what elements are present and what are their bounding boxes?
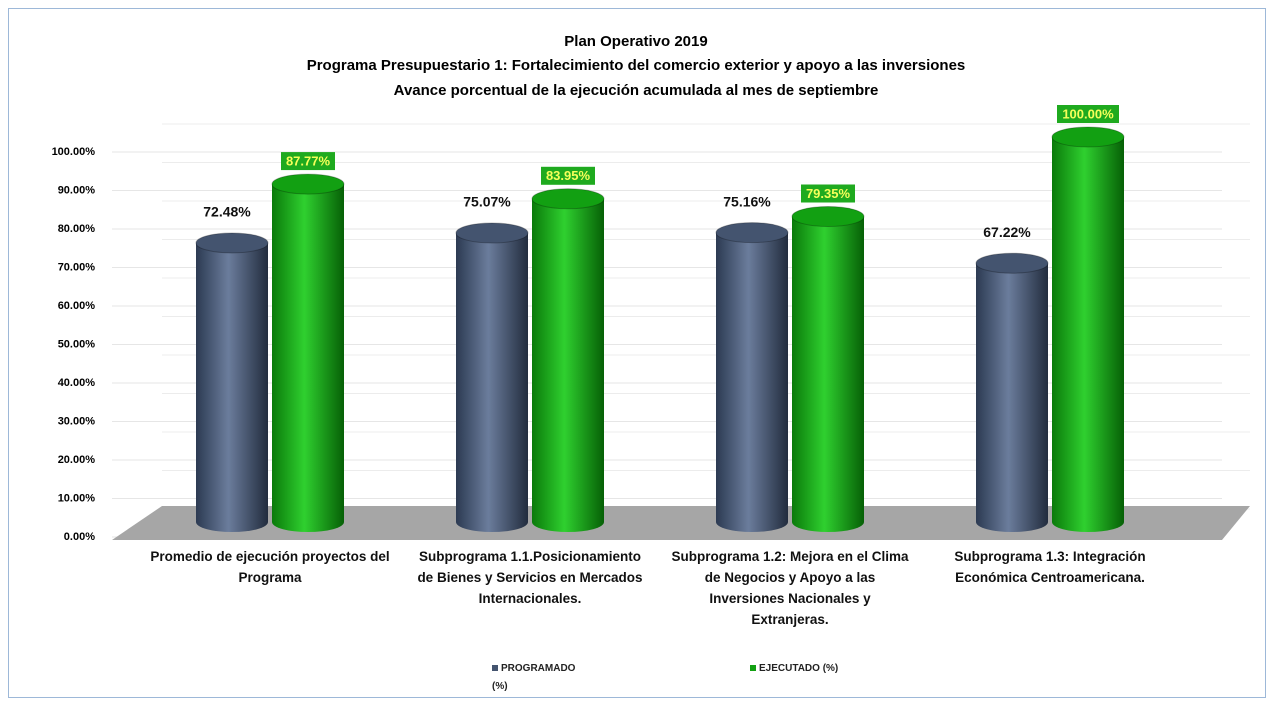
bar xyxy=(272,184,344,532)
legend-item: PROGRAMADO (%) xyxy=(492,660,582,696)
bar-top xyxy=(1051,126,1125,148)
x-tick-label: Subprograma 1.1.Posicionamiento de Biene… xyxy=(417,549,643,606)
value-label: 75.07% xyxy=(463,194,511,210)
bar-top xyxy=(271,173,345,195)
value-label-bg xyxy=(281,152,335,171)
y-tick-label: 80.00% xyxy=(58,223,96,235)
legend-item: EJECUTADO (%) xyxy=(750,660,840,678)
floor xyxy=(112,506,1250,540)
bar-top xyxy=(975,252,1049,274)
bar xyxy=(532,198,604,533)
legend-swatch xyxy=(750,665,756,671)
value-label-bg xyxy=(801,184,855,203)
y-tick-label: 0.00% xyxy=(64,531,95,543)
legend-swatch xyxy=(492,665,498,671)
x-tick-label: Promedio de ejecución proyectos del Prog… xyxy=(150,549,390,585)
bar-top xyxy=(791,206,865,228)
y-tick-label: 100.00% xyxy=(52,146,96,158)
y-tick-label: 30.00% xyxy=(58,415,96,427)
value-label: 75.16% xyxy=(723,193,771,209)
y-tick-label: 40.00% xyxy=(58,377,96,389)
value-label: 100.00% xyxy=(1062,106,1114,121)
value-label-bg xyxy=(1057,105,1119,123)
x-tick-label: Subprograma 1.3: Integración Económica C… xyxy=(954,549,1146,585)
bar xyxy=(976,263,1048,532)
x-tick-label: Subprograma 1.2: Mejora en el Clima de N… xyxy=(671,549,909,627)
frame xyxy=(8,8,1266,698)
legend-label: EJECUTADO (%) xyxy=(759,663,839,674)
value-label-bg xyxy=(541,166,595,185)
y-tick-label: 70.00% xyxy=(58,261,96,273)
bar xyxy=(716,232,788,532)
bar-top xyxy=(715,222,789,244)
legend-label: PROGRAMADO (%) xyxy=(492,663,576,692)
value-label: 72.48% xyxy=(203,204,251,220)
bar-top xyxy=(195,232,269,254)
value-label: 83.95% xyxy=(546,168,591,183)
chart-subtitle: Programa Presupuestario 1: Fortalecimien… xyxy=(307,57,966,74)
value-label: 87.77% xyxy=(286,154,331,169)
y-tick-label: 90.00% xyxy=(58,184,96,196)
value-label: 79.35% xyxy=(806,186,851,201)
y-tick-label: 50.00% xyxy=(58,338,96,350)
chart-title: Plan Operativo 2019 xyxy=(564,33,707,50)
bar xyxy=(196,242,268,532)
chart-subtitle: Avance porcentual de la ejecución acumul… xyxy=(394,82,879,99)
bar-top xyxy=(531,188,605,210)
bar xyxy=(792,216,864,532)
value-label: 67.22% xyxy=(983,224,1031,240)
y-tick-label: 20.00% xyxy=(58,454,96,466)
bar xyxy=(1052,137,1124,532)
y-tick-label: 60.00% xyxy=(58,300,96,312)
bar xyxy=(456,232,528,532)
y-tick-label: 10.00% xyxy=(58,492,96,504)
bar-top xyxy=(455,222,529,244)
